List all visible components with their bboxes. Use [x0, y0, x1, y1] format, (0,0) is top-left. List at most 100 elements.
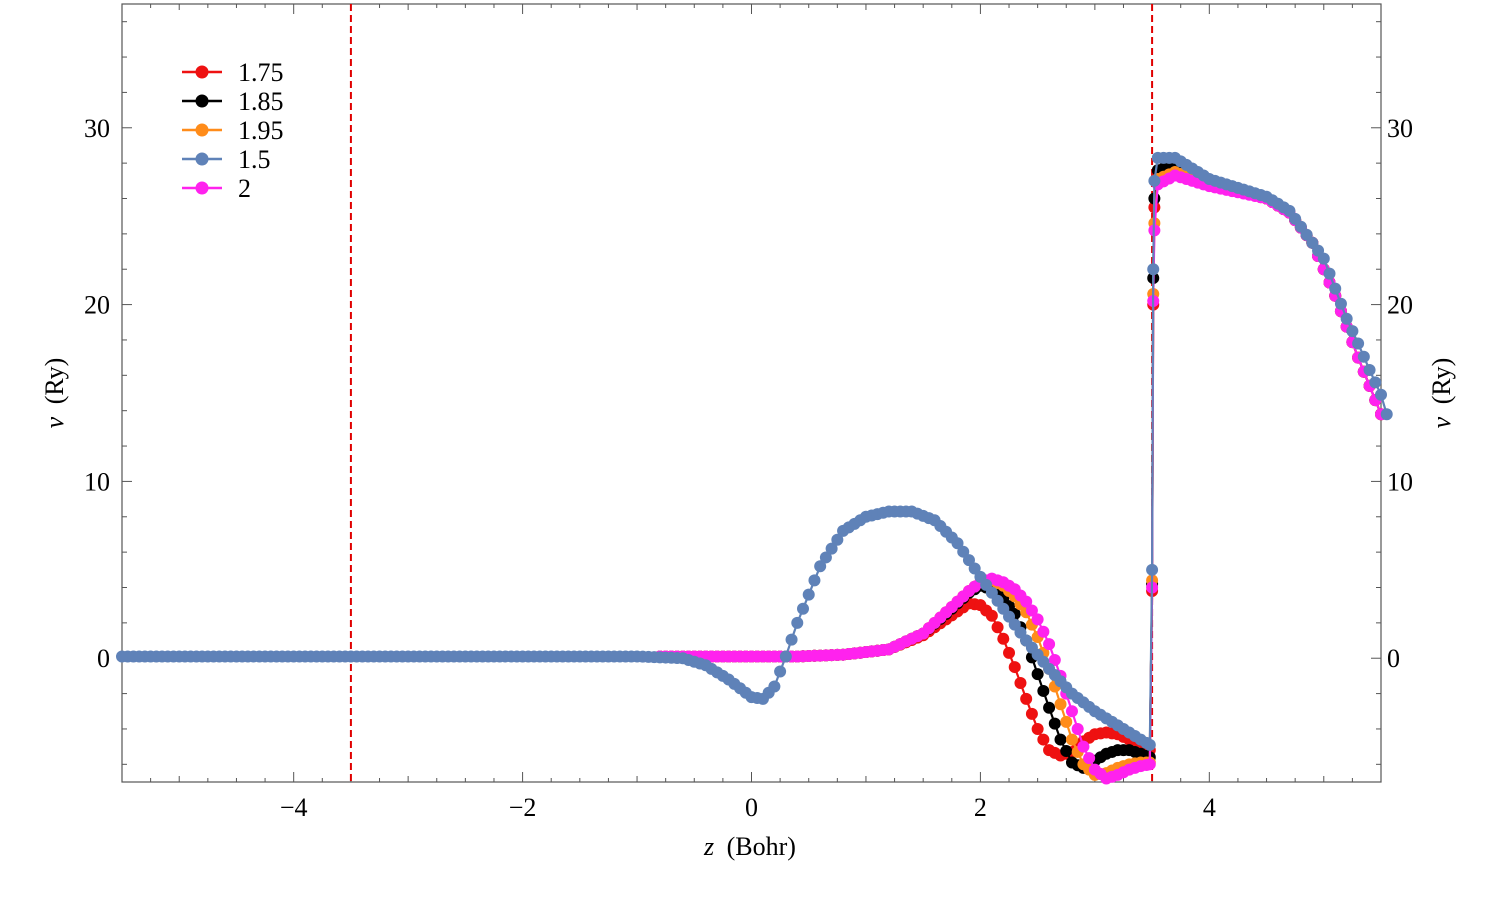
y-tick-label-right: 10	[1387, 467, 1413, 496]
legend: 1.751.851.951.52	[182, 58, 284, 203]
data-point	[1369, 376, 1382, 389]
data-point	[1048, 653, 1061, 666]
data-point	[957, 545, 970, 558]
data-point	[819, 551, 832, 564]
data-point	[1071, 722, 1084, 735]
data-point	[1334, 297, 1347, 310]
data-point	[985, 609, 998, 622]
data-point	[1031, 722, 1044, 735]
data-point	[1020, 692, 1033, 705]
legend-swatch-marker	[195, 152, 209, 166]
data-point	[1003, 646, 1016, 659]
data-point	[1054, 733, 1067, 746]
y-axis-title-left: v (Ry)	[40, 358, 69, 429]
data-point	[774, 665, 787, 678]
data-point	[1008, 661, 1021, 674]
data-point	[1025, 604, 1038, 617]
data-point	[1380, 408, 1393, 421]
data-point	[1375, 388, 1387, 401]
legend-item: 1.5	[182, 145, 271, 174]
y-axis-unit-right: (Ry)	[1427, 358, 1456, 405]
data-point	[1043, 701, 1056, 714]
y-axis-var-left: v	[40, 416, 69, 428]
data-point	[1329, 282, 1342, 295]
reference-lines	[349, 4, 1154, 782]
x-axis-title: z (Bohr)	[703, 832, 796, 861]
series-1.5	[116, 151, 1393, 751]
data-point	[814, 560, 827, 573]
data-point	[831, 533, 844, 546]
legend-label: 1.85	[238, 87, 284, 116]
data-point	[797, 602, 810, 615]
data-point	[825, 542, 838, 555]
data-point	[1065, 733, 1078, 746]
data-point	[1060, 745, 1073, 758]
y-axis-var-right: v	[1427, 416, 1456, 428]
y-tick-label: 20	[84, 291, 110, 320]
data-point	[1020, 595, 1033, 608]
y-tick-label: 10	[84, 467, 110, 496]
x-axis-unit: (Bohr)	[727, 832, 796, 861]
y-tick-label-right: 30	[1387, 114, 1413, 143]
data-point	[1037, 684, 1050, 697]
x-tick-label: 2	[974, 793, 987, 822]
y-tick-label-right: 20	[1387, 291, 1413, 320]
data-point	[1143, 758, 1156, 771]
data-point	[1025, 707, 1038, 720]
data-point	[1054, 698, 1067, 711]
x-tick-label: 0	[745, 793, 758, 822]
data-point	[1143, 738, 1156, 751]
x-tick-label: 4	[1203, 793, 1216, 822]
plot-frame	[121, 3, 1382, 783]
data-point	[951, 537, 964, 550]
legend-label: 1.5	[238, 145, 271, 174]
data-point	[1363, 364, 1376, 377]
legend-label: 2	[238, 174, 251, 203]
legend-swatch-marker	[195, 123, 209, 137]
ticks: −4 −2 0 2 4 0 0 10 10 20 20 30 30	[84, 4, 1413, 822]
y-axis-title-right: v (Ry)	[1427, 358, 1456, 429]
data-point	[1043, 638, 1056, 651]
data-point	[968, 562, 981, 575]
data-point	[1031, 668, 1044, 681]
data-point	[802, 588, 815, 601]
data-point	[1037, 733, 1050, 746]
data-point	[997, 632, 1010, 645]
data-point	[1147, 263, 1160, 276]
legend-swatch-marker	[195, 181, 209, 195]
data-point	[1151, 151, 1164, 164]
series-group	[116, 151, 1393, 785]
data-point	[1146, 563, 1159, 576]
legend-swatch-marker	[195, 94, 209, 108]
data-point	[991, 621, 1004, 634]
data-point	[1048, 717, 1061, 730]
data-point	[1077, 740, 1090, 753]
data-point	[785, 633, 798, 646]
data-point	[1346, 325, 1359, 338]
series-1.75	[653, 162, 1387, 762]
data-point	[768, 680, 781, 693]
legend-item: 2	[182, 174, 251, 203]
x-tick-label: −4	[280, 793, 308, 822]
legend-item: 1.95	[182, 116, 284, 145]
data-point	[1148, 174, 1161, 187]
data-point	[779, 650, 792, 663]
y-tick-label-right: 0	[1387, 644, 1400, 673]
data-point	[1031, 613, 1044, 626]
legend-swatch-marker	[195, 65, 209, 79]
x-axis-var: z	[703, 832, 714, 861]
data-point	[1037, 625, 1050, 638]
x-tick-label: −2	[509, 793, 537, 822]
data-point	[1083, 752, 1096, 765]
data-point	[1317, 252, 1330, 265]
data-point	[1357, 350, 1370, 363]
data-point	[808, 574, 821, 587]
data-point	[1323, 267, 1336, 280]
data-point	[1340, 312, 1353, 325]
data-point	[1014, 676, 1027, 689]
y-axis-unit-left: (Ry)	[40, 358, 69, 405]
data-point	[791, 616, 804, 629]
data-point	[962, 554, 975, 567]
data-point	[1065, 705, 1078, 718]
